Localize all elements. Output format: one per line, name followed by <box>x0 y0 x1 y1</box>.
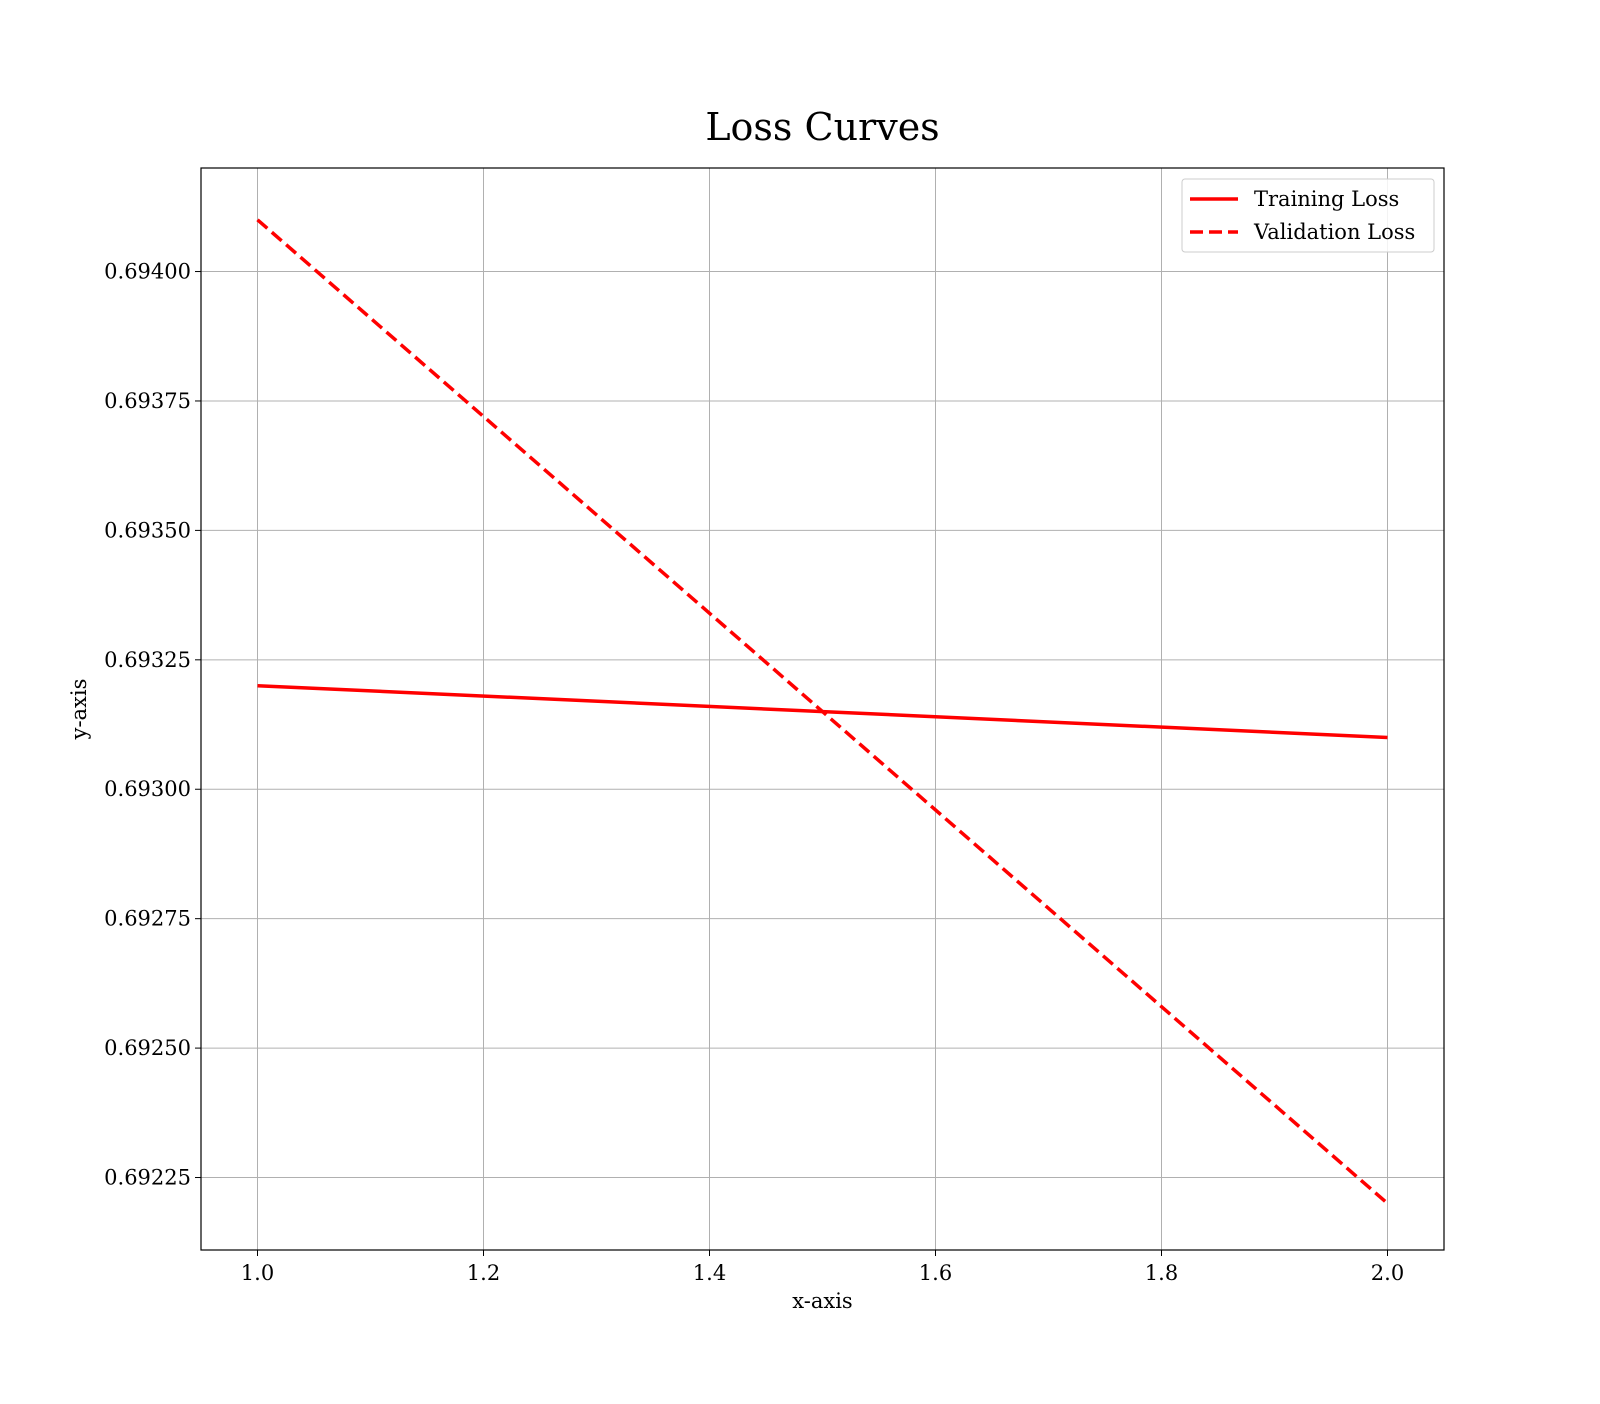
chart-title: Loss Curves <box>705 105 939 149</box>
x-tick-label: 2.0 <box>1371 1261 1404 1285</box>
y-tick-label: 0.69250 <box>104 1036 191 1060</box>
x-axis-ticks: 1.0 1.2 1.4 1.6 1.8 2.0 <box>241 1250 1404 1285</box>
legend-label-validation-loss: Validation Loss <box>1253 220 1415 244</box>
x-axis-label: x-axis <box>792 1289 852 1313</box>
legend-box <box>1181 178 1435 253</box>
y-tick-label: 0.69300 <box>104 777 191 801</box>
y-tick-label: 0.69325 <box>104 648 191 672</box>
legend-label-training-loss: Training Loss <box>1254 187 1399 211</box>
series-line-validation-loss <box>256 218 1389 1205</box>
y-tick-label: 0.69350 <box>104 518 191 542</box>
plot-frame <box>200 167 1445 1251</box>
x-tick-label: 1.8 <box>1145 1261 1178 1285</box>
y-tick-label: 0.69225 <box>104 1166 191 1190</box>
y-tick-label: 0.69375 <box>104 389 191 413</box>
x-tick-label: 1.2 <box>467 1261 500 1285</box>
x-tick-label: 1.6 <box>919 1261 952 1285</box>
y-axis-ticks: 0.69225 0.69250 0.69275 0.69300 0.69325 0.693… <box>104 260 201 1190</box>
series-lines <box>256 218 1389 1205</box>
x-tick-label: 1.0 <box>241 1261 274 1285</box>
legend: Training Loss Validation Loss <box>1181 178 1435 253</box>
y-tick-label: 0.69275 <box>104 907 191 931</box>
grid <box>201 168 1444 1250</box>
x-tick-label: 1.4 <box>693 1261 726 1285</box>
y-tick-label: 0.69400 <box>104 260 191 284</box>
y-axis-label: y-axis <box>67 679 91 741</box>
